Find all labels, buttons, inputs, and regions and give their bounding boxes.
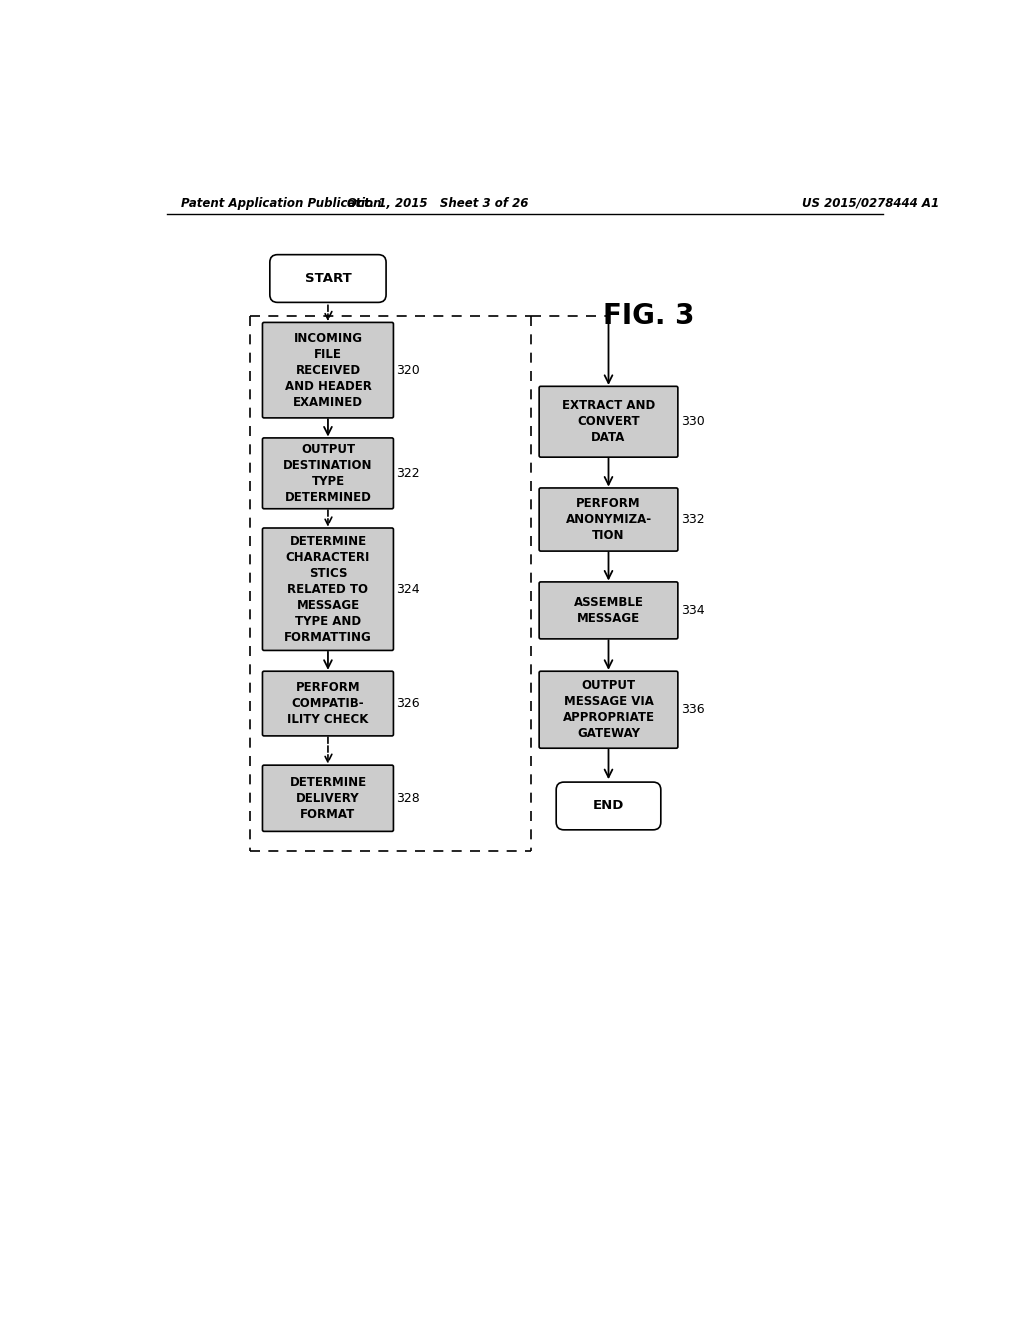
Text: US 2015/0278444 A1: US 2015/0278444 A1: [802, 197, 939, 210]
Text: END: END: [593, 800, 625, 813]
Text: PERFORM
ANONYMIZA-
TION: PERFORM ANONYMIZA- TION: [565, 498, 651, 543]
Text: Oct. 1, 2015   Sheet 3 of 26: Oct. 1, 2015 Sheet 3 of 26: [347, 197, 528, 210]
FancyBboxPatch shape: [270, 255, 386, 302]
Text: OUTPUT
DESTINATION
TYPE
DETERMINED: OUTPUT DESTINATION TYPE DETERMINED: [284, 442, 373, 504]
Text: 336: 336: [681, 704, 705, 717]
Text: 322: 322: [396, 467, 420, 480]
FancyBboxPatch shape: [262, 766, 393, 832]
FancyBboxPatch shape: [540, 582, 678, 639]
Text: Patent Application Publication: Patent Application Publication: [180, 197, 381, 210]
Text: OUTPUT
MESSAGE VIA
APPROPRIATE
GATEWAY: OUTPUT MESSAGE VIA APPROPRIATE GATEWAY: [562, 680, 654, 741]
FancyBboxPatch shape: [262, 528, 393, 651]
Text: ASSEMBLE
MESSAGE: ASSEMBLE MESSAGE: [573, 595, 643, 624]
FancyBboxPatch shape: [262, 438, 393, 508]
Text: DETERMINE
CHARACTERI
STICS
RELATED TO
MESSAGE
TYPE AND
FORMATTING: DETERMINE CHARACTERI STICS RELATED TO ME…: [284, 535, 372, 644]
Text: DETERMINE
DELIVERY
FORMAT: DETERMINE DELIVERY FORMAT: [290, 776, 367, 821]
Text: INCOMING
FILE
RECEIVED
AND HEADER
EXAMINED: INCOMING FILE RECEIVED AND HEADER EXAMIN…: [285, 331, 372, 409]
Text: 320: 320: [396, 363, 420, 376]
Text: START: START: [304, 272, 351, 285]
FancyBboxPatch shape: [262, 322, 393, 418]
Text: 330: 330: [681, 416, 705, 428]
Text: 328: 328: [396, 792, 420, 805]
Text: 326: 326: [396, 697, 420, 710]
Text: EXTRACT AND
CONVERT
DATA: EXTRACT AND CONVERT DATA: [562, 399, 655, 445]
FancyBboxPatch shape: [556, 781, 660, 830]
FancyBboxPatch shape: [262, 671, 393, 737]
Text: FIG. 3: FIG. 3: [603, 302, 694, 330]
Text: 332: 332: [681, 513, 705, 527]
Text: 334: 334: [681, 603, 705, 616]
FancyBboxPatch shape: [540, 671, 678, 748]
Text: 324: 324: [396, 582, 420, 595]
Text: PERFORM
COMPATIB-
ILITY CHECK: PERFORM COMPATIB- ILITY CHECK: [288, 681, 369, 726]
FancyBboxPatch shape: [540, 387, 678, 457]
FancyBboxPatch shape: [540, 488, 678, 552]
